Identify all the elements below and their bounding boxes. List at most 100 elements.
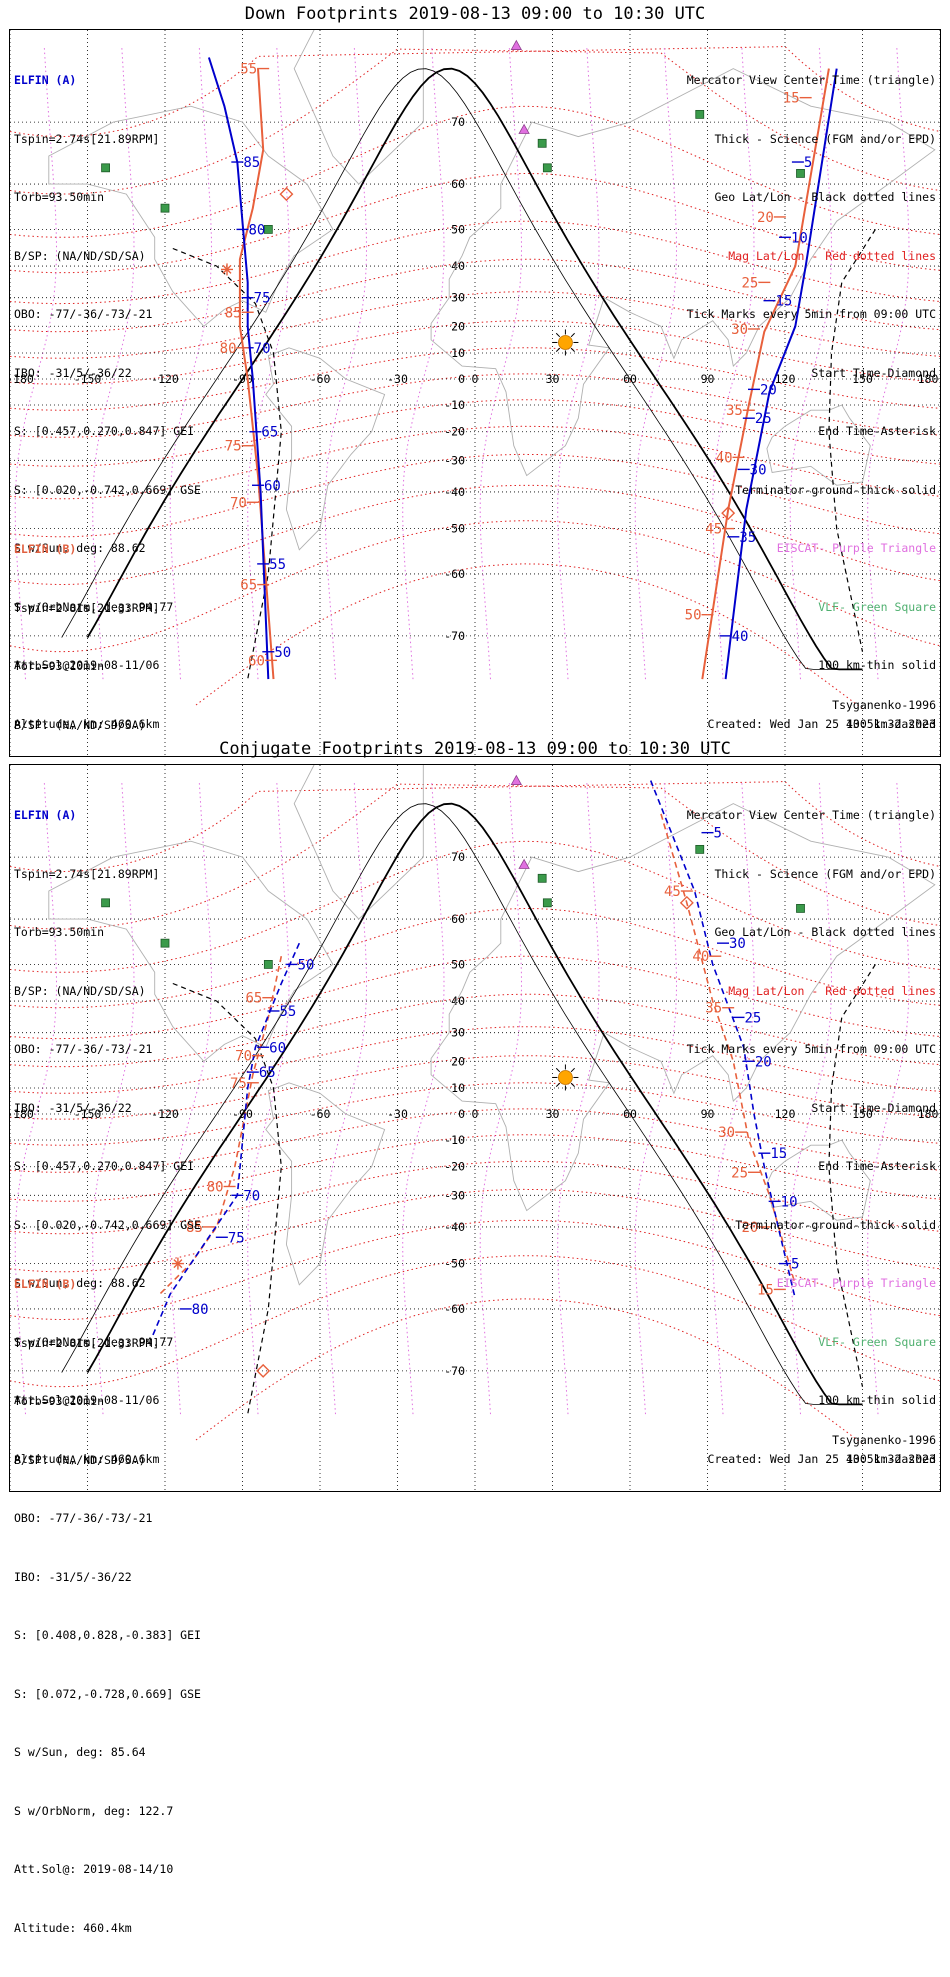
terminator-ground <box>86 67 863 671</box>
elfin-b-tick-label: 40 <box>692 949 709 965</box>
coastline <box>430 68 936 477</box>
mag-lon-line <box>169 780 213 1415</box>
lon-tick-label: -150 <box>74 372 102 386</box>
lon-tick-label: 0 <box>472 1107 479 1121</box>
elfin-b-tick-label: 50 <box>685 608 702 624</box>
elfin-a-orbnorm: S w/OrbNorm, deg: 94.77 <box>14 599 174 614</box>
legend-100km: 100 km-thin solid <box>818 1393 936 1407</box>
mag-lat-line <box>10 1082 940 1146</box>
vlf-square-icon <box>160 203 170 213</box>
coastline <box>766 1139 871 1221</box>
mag-lon-line <box>247 45 290 680</box>
terminator-100km <box>61 68 837 670</box>
elfin-b-tick-label: 75 <box>230 1076 247 1092</box>
eiscat-triangle-icon <box>518 858 530 869</box>
elfin-a-ibo: IBO: -31/5/-36/22 <box>14 1100 132 1115</box>
lon-tick-label: 90 <box>701 1107 715 1121</box>
vlf-square-icon <box>695 109 705 119</box>
legend-geo-grid: Geo Lat/Lon - Black dotted lines <box>714 190 936 204</box>
legend-tick-marks: Tick Marks every 5min from 09:00 UTC <box>686 1042 936 1056</box>
elfin-a-tick-label: 20 <box>755 1054 772 1070</box>
start-diamond-icon <box>721 506 736 521</box>
elfin-b-tick-label: 30 <box>731 322 748 338</box>
mag-lon-line <box>324 45 368 680</box>
mag-lon-line <box>789 780 833 1415</box>
elfin-a-tick-label: 10 <box>791 230 808 246</box>
vlf-square-icon <box>263 960 273 969</box>
mag-lon-line <box>324 780 368 1415</box>
legend-science: Thick - Science (FGM and/or EPD) <box>714 866 936 881</box>
coastline <box>48 105 334 327</box>
sun-ray <box>570 1082 575 1088</box>
elfin-a-tick-label: 60 <box>264 478 281 494</box>
mag-lon-line <box>92 780 135 1415</box>
elfin-b-tick-label: 75 <box>225 439 242 455</box>
map-canvas: -70-60-50-40-30-20-10010203040506070-180… <box>10 30 940 756</box>
legend-mag-grid: Mag Lat/Lon - Red dotted lines <box>728 248 936 263</box>
elfin-b-tick-label: 55 <box>240 62 257 78</box>
elfin-a-tick-label: 5 <box>714 826 722 842</box>
lon-tick-label: 0 <box>472 372 479 386</box>
elfin-a-tick-label: 15 <box>770 1146 787 1162</box>
eiscat-triangle-icon <box>510 774 523 785</box>
lat-tick-label: 60 <box>451 912 465 926</box>
elfin-a-tick-label: 40 <box>732 629 749 645</box>
elfin-b-track <box>660 813 797 1286</box>
elfin-b-tick-label: 85 <box>186 1220 203 1236</box>
legend-terminator: Terminator-ground-thick solid <box>735 482 936 497</box>
lat-tick-label: 30 <box>451 1026 465 1040</box>
start-diamond-icon <box>279 187 294 202</box>
terminator-400km <box>172 982 282 1415</box>
terminator-400km <box>828 964 876 1387</box>
elfin-b-tick-label: 70 <box>230 495 247 511</box>
legend-tick-marks: Tick Marks every 5min from 09:00 UTC <box>686 307 936 321</box>
elfin-a-tick-label: 35 <box>739 530 756 546</box>
elfin-a-gse: S: [0.020,-0.742,0.669] GSE <box>14 1217 201 1232</box>
lon-tick-label: -180 <box>10 372 34 386</box>
sun-ray <box>570 1067 575 1073</box>
down-footprints-map: -70-60-50-40-30-20-10010203040506070-180… <box>9 29 941 1200</box>
terminator-100km <box>61 803 837 1405</box>
mag-lon-line <box>634 45 678 680</box>
elfin-a-gei: S: [0.457,0.270,0.847] GEI <box>14 1159 195 1173</box>
mag-lon-line <box>402 45 445 680</box>
elfin-a-tick-label: 5 <box>791 1257 799 1273</box>
legend-mag-grid: Mag Lat/Lon - Red dotted lines <box>728 983 936 998</box>
mag-lon-line <box>867 780 910 1415</box>
elfin-b-orbnorm: S w/OrbNorm, deg: 122.7 <box>14 1803 174 1818</box>
elfin-a-bsp: B/SP: (NA/ND/SD/SA) <box>14 248 146 263</box>
elfin-b-gei: S: [0.408,0.828,-0.383] GEI <box>14 1628 201 1642</box>
elfin-b-tick-label: 25 <box>731 1165 748 1181</box>
lat-tick-label: -50 <box>444 522 465 536</box>
sun-ray <box>570 332 575 338</box>
elfin-b-tick-label: 65 <box>245 991 262 1007</box>
elfin-a-tick-label: 5 <box>804 155 812 171</box>
elfin-a-info: ELFIN (A) Tspin=2.74s[21.89RPM] Torb=93.… <box>14 767 201 1508</box>
elfin-b-tick-label: 45 <box>664 884 681 900</box>
elfin-a-tick-label: 20 <box>760 382 777 398</box>
lat-tick-label: -60 <box>444 567 465 581</box>
lon-tick-label: -30 <box>387 1107 408 1121</box>
elfin-b-tick-label: 35 <box>705 1001 722 1017</box>
elfin-a-tick-label: 70 <box>254 341 271 357</box>
elfin-b-track <box>701 68 830 680</box>
vlf-square-icon <box>542 898 552 908</box>
lat-tick-label: 0 <box>458 1107 465 1121</box>
elfin-b-tick-label: 20 <box>741 1220 758 1236</box>
mag-lat-line <box>195 1298 863 1445</box>
mag-lon-line <box>789 45 833 680</box>
elfin-b-gse: S: [0.072,-0.728,0.669] GSE <box>14 1686 201 1701</box>
mag-lat-line <box>10 484 940 586</box>
sun-icon <box>558 335 573 350</box>
legend-start-time: Start Time-Diamond <box>811 1100 936 1115</box>
elfin-a-label: ELFIN (A) <box>14 808 77 822</box>
model-label: Tsyganenko-1996 <box>832 1433 936 1447</box>
elfin-b-track <box>238 68 275 680</box>
elfin-a-attsol: Att.Sol@2019-08-11/06 <box>14 658 160 672</box>
lon-tick-label: 150 <box>852 372 873 386</box>
mag-lat-line <box>10 399 940 467</box>
elfin-b-ibo: IBO: -31/5/-36/22 <box>14 1569 132 1584</box>
elfin-b-tick-label: 70 <box>235 1049 252 1065</box>
lon-tick-label: 120 <box>775 372 796 386</box>
elfin-a-tick-label: 30 <box>750 462 767 478</box>
